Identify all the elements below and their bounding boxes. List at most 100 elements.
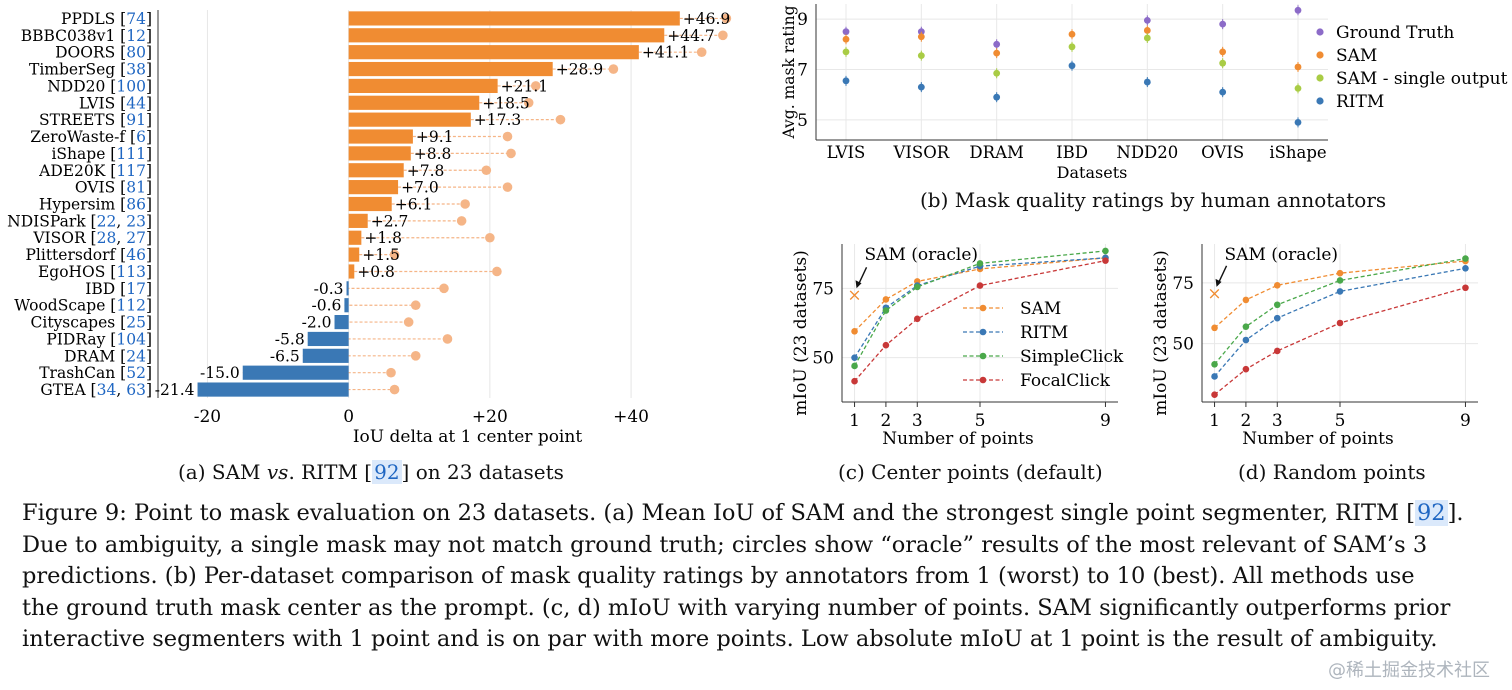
x-tick-label: DRAM xyxy=(969,143,1024,162)
x-axis-label: Datasets xyxy=(1057,163,1128,182)
chart-c-center-points: 50 75 1 2 3 5 9 Number of points mIoU (23 datase… xyxy=(791,244,1124,449)
bar-ndispark xyxy=(348,213,368,228)
value-label: +0.8 xyxy=(357,263,395,281)
value-label: +7.0 xyxy=(401,179,439,197)
series-line-simpleclick xyxy=(853,250,1106,367)
legend-marker xyxy=(1316,28,1324,36)
x-tick-label: 0 xyxy=(343,407,354,427)
point-sam xyxy=(1273,282,1281,289)
x-tick-label: 5 xyxy=(975,411,986,431)
y-tick-label: 5 xyxy=(797,111,808,131)
oracle-point xyxy=(389,249,400,260)
bar-woodscape xyxy=(344,298,349,313)
oracle-point xyxy=(403,317,414,327)
x-axis-label: Number of points xyxy=(882,429,1033,449)
value-label: +46.9 xyxy=(683,10,731,28)
bar-trashcan xyxy=(242,365,349,380)
point-sam-single-output xyxy=(1068,43,1076,51)
legend-label: SAM xyxy=(1336,46,1377,66)
value-label: -0.3 xyxy=(314,280,344,298)
category-label: IBD [17] xyxy=(85,280,152,298)
caption-line-2: Due to ambiguity, a single mask may not … xyxy=(22,531,1428,558)
figure-caption: Figure 9: Point to mask evaluation on 23… xyxy=(22,498,1500,656)
oracle-point xyxy=(389,384,400,395)
x-tick-label: -20 xyxy=(194,407,221,427)
legend-label: RITM xyxy=(1020,323,1068,343)
point-focalclick xyxy=(1462,284,1469,292)
point-focalclick xyxy=(1273,347,1281,355)
value-label: +6.1 xyxy=(395,196,433,214)
oracle-point xyxy=(523,97,534,108)
point-sam xyxy=(1143,27,1151,34)
caption-line-4: the ground truth mask center as the prom… xyxy=(22,594,1451,621)
point-ritm xyxy=(1242,336,1250,344)
point-ritm xyxy=(842,77,850,85)
point-focalclick xyxy=(882,341,890,349)
x-tick-label: VISOR xyxy=(892,143,949,162)
point-ritm xyxy=(993,93,1001,101)
category-label: WoodScape [112] xyxy=(14,297,152,315)
oracle-point xyxy=(460,199,470,209)
point-sam-single-output xyxy=(917,52,925,60)
y-axis-label: mIoU (23 datasets) xyxy=(1151,250,1171,415)
legend-label: SimpleClick xyxy=(1020,347,1124,367)
category-label: NDD20 [100] xyxy=(47,77,152,95)
series-line-sam xyxy=(1214,260,1466,329)
y-tick-label: 75 xyxy=(1172,274,1194,294)
citation-92[interactable]: 92 xyxy=(372,460,402,484)
point-ground-truth xyxy=(1294,6,1302,14)
category-label: EgoHOS [113] xyxy=(38,263,152,281)
point-sam xyxy=(1336,269,1344,277)
x-tick-label: 2 xyxy=(1240,411,1251,431)
bar-ishape xyxy=(348,146,411,161)
point-focalclick xyxy=(1211,391,1218,399)
point-sam xyxy=(1242,296,1250,304)
legend-marker xyxy=(1316,97,1324,105)
oracle-point xyxy=(718,30,728,41)
category-label: NDISPark [22, 23] xyxy=(7,212,152,230)
y-tick-label: 50 xyxy=(812,349,834,369)
oracle-point xyxy=(456,216,467,226)
x-tick-label: NDD20 xyxy=(1116,143,1178,162)
point-sam-single-output xyxy=(1219,59,1227,67)
point-focalclick xyxy=(1102,257,1109,264)
oracle-marker: × xyxy=(847,285,861,305)
point-sam xyxy=(842,35,850,43)
x-tick-label: 1 xyxy=(1209,411,1220,431)
citation-92[interactable]: 92 xyxy=(1414,500,1448,526)
point-ritm xyxy=(1068,62,1076,70)
category-label: OVIS [81] xyxy=(75,179,152,197)
annotation-arrow-shaft xyxy=(1217,265,1228,284)
category-label: GTEA [34, 63] xyxy=(40,381,152,399)
chart-d-random-points: 50 75 1 2 3 5 9 Number of points mIoU (23 datase… xyxy=(1151,244,1478,449)
chart-b-mask-ratings: 5 7 9 LVIS VISOR DRAM IBD NDD20 OVIS iShape Datase… xyxy=(780,4,1508,182)
value-label: -2.0 xyxy=(302,314,332,332)
bar-doors xyxy=(348,45,639,60)
caption-c: (c) Center points (default) xyxy=(838,460,1103,484)
bar-bbbc038v1 xyxy=(348,28,665,43)
legend-marker xyxy=(979,304,987,312)
x-tick-label: LVIS xyxy=(827,143,866,162)
oracle-point xyxy=(442,334,453,344)
bar-visor xyxy=(348,230,362,245)
bar-lvis xyxy=(348,95,480,110)
category-label: STREETS [91] xyxy=(39,111,152,129)
legend-label: FocalClick xyxy=(1020,371,1111,391)
x-axis-label: Number of points xyxy=(1242,429,1393,449)
point-sam-single-output xyxy=(1294,84,1302,92)
point-simpleclick xyxy=(1462,255,1469,262)
legend-label: RITM xyxy=(1336,92,1384,112)
value-label: +41.1 xyxy=(642,44,690,62)
oracle-point xyxy=(530,81,541,91)
x-tick-label: 2 xyxy=(880,411,891,431)
oracle-point xyxy=(410,300,421,311)
legend-label: Ground Truth xyxy=(1336,23,1454,43)
category-label: LVIS [44] xyxy=(79,94,152,112)
value-label: +2.7 xyxy=(371,212,409,230)
x-tick-label: +20 xyxy=(472,407,508,427)
bar-gtea xyxy=(197,382,349,397)
point-ritm xyxy=(1462,265,1469,272)
oracle-point xyxy=(386,367,396,378)
point-ritm xyxy=(1143,78,1151,86)
oracle-point xyxy=(502,182,513,192)
